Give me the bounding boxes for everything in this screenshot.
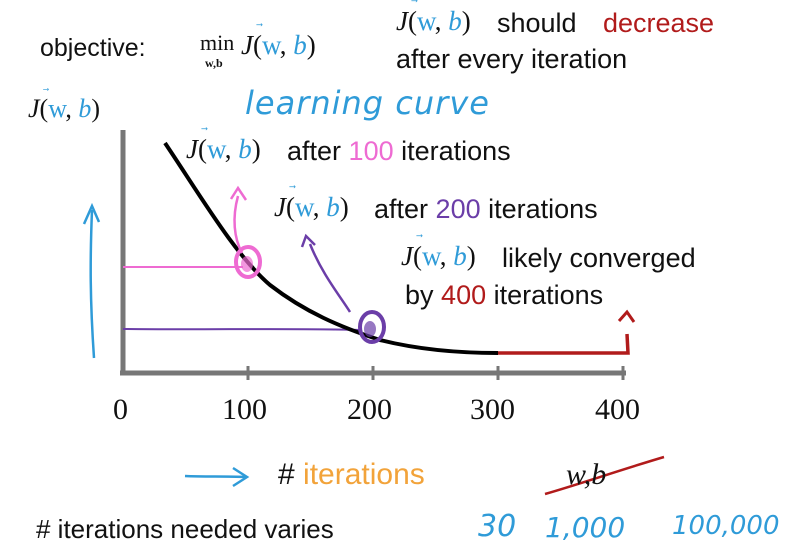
point-100-iterations [234, 245, 262, 279]
x-axis-label: # iterations [278, 458, 425, 491]
annotation-100-formula: J(⃗w, b) [186, 134, 261, 164]
x-tick-label-200: 200 [347, 393, 392, 426]
purple-arrow [308, 243, 352, 313]
footer-label: # iterations needed varies [36, 514, 334, 544]
footer-example-30: 30 [478, 509, 517, 544]
annotation-200-text: after 200 iterations [374, 194, 598, 224]
objective-min: min [200, 30, 235, 55]
handwritten-title: learning curve [245, 84, 490, 122]
blue-up-arrow [89, 209, 96, 359]
annotation-100-text: after 100 iterations [287, 136, 511, 166]
annotation-400-line2: by 400 iterations [405, 280, 604, 310]
purple-guide-line [122, 328, 361, 331]
objective-min-subscript: w,b [205, 56, 223, 70]
annotation-200-formula: J(⃗w, b) [274, 192, 349, 222]
decrease-rule-should: should [497, 8, 577, 38]
strike-line [544, 455, 665, 496]
x-tick-label-0: 0 [113, 393, 128, 426]
crossed-out-wb: w,b [566, 458, 607, 491]
x-axis-ticks [246, 366, 625, 380]
cost-curve [163, 141, 499, 355]
vector-w: ⃗w [261, 30, 280, 60]
converged-segment [498, 333, 630, 355]
decrease-rule-line2: after every iteration [396, 44, 628, 74]
x-tick-label-300: 300 [470, 393, 515, 426]
decrease-rule-keyword: decrease [603, 8, 715, 38]
y-axis-label: J(⃗w, b) [28, 94, 100, 123]
objective-function: J(⃗w, b) [241, 30, 316, 60]
converged-arrowhead [617, 309, 636, 323]
point-200-iterations [358, 310, 386, 344]
annotation-400-line1: likely converged [502, 243, 696, 273]
footer-example-100000: 100,000 [672, 511, 780, 541]
objective-label: objective: [40, 34, 146, 62]
pink-arrow [233, 195, 244, 254]
blue-right-arrow [184, 474, 246, 479]
x-tick-label-100: 100 [222, 393, 267, 426]
footer-example-1000: 1,000 [545, 511, 626, 544]
decrease-rule-line1: J(⃗w, b) [396, 6, 471, 36]
annotation-400-formula: J(⃗w, b) [401, 241, 476, 271]
x-tick-label-400: 400 [595, 393, 640, 426]
